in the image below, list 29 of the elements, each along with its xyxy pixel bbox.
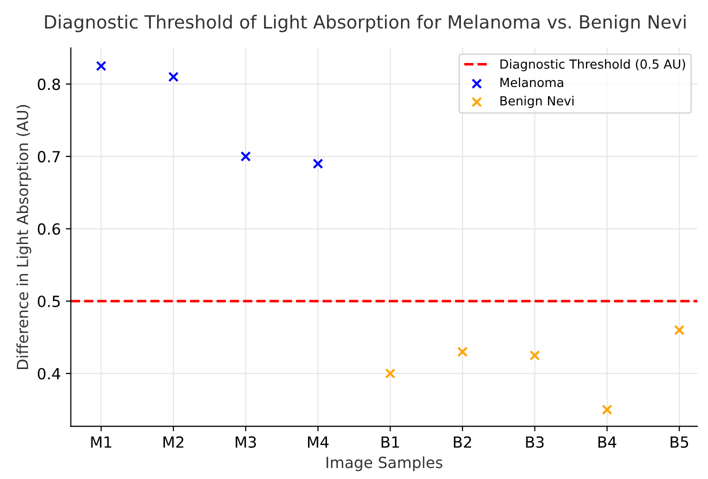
x-tick-label: M3 (236, 436, 256, 448)
point (530, 350, 540, 361)
y-tick-label: 0.6 (38, 223, 60, 235)
point (385, 368, 396, 379)
point (96, 60, 106, 72)
x-tick-label: M2 (163, 436, 184, 448)
x-tick-label: B5 (670, 436, 688, 448)
point (312, 158, 324, 169)
x-tick-label: B4 (598, 436, 616, 448)
point (457, 346, 468, 357)
y-tick-label: 0.5 (38, 296, 60, 308)
legend-label: Diagnostic Threshold (0.5 AU) (500, 59, 686, 72)
x-axis-title: Image Samples (326, 456, 442, 472)
y-tick-label: 0.8 (38, 78, 60, 90)
y-tick-label: 0.4 (38, 368, 60, 380)
x-tick-label: M4 (308, 436, 329, 448)
y-axis-title: Difference in Light Absorption (AU) (16, 105, 32, 369)
legend-label: Melanoma (500, 78, 564, 88)
legend-label: Benign Nevi (500, 96, 574, 108)
point (240, 151, 251, 162)
x-tick-label: B3 (526, 436, 544, 448)
x-tick-label: M1 (91, 436, 112, 448)
chart-title: Diagnostic Threshold of Light Absorption for Melanoma vs. Benign Nevi (45, 14, 686, 32)
point (168, 72, 179, 82)
point (674, 324, 685, 336)
point (602, 404, 612, 415)
x-tick-label: B2 (454, 436, 472, 448)
y-tick-label: 0.7 (38, 150, 60, 162)
x-tick-label: B1 (382, 436, 399, 448)
